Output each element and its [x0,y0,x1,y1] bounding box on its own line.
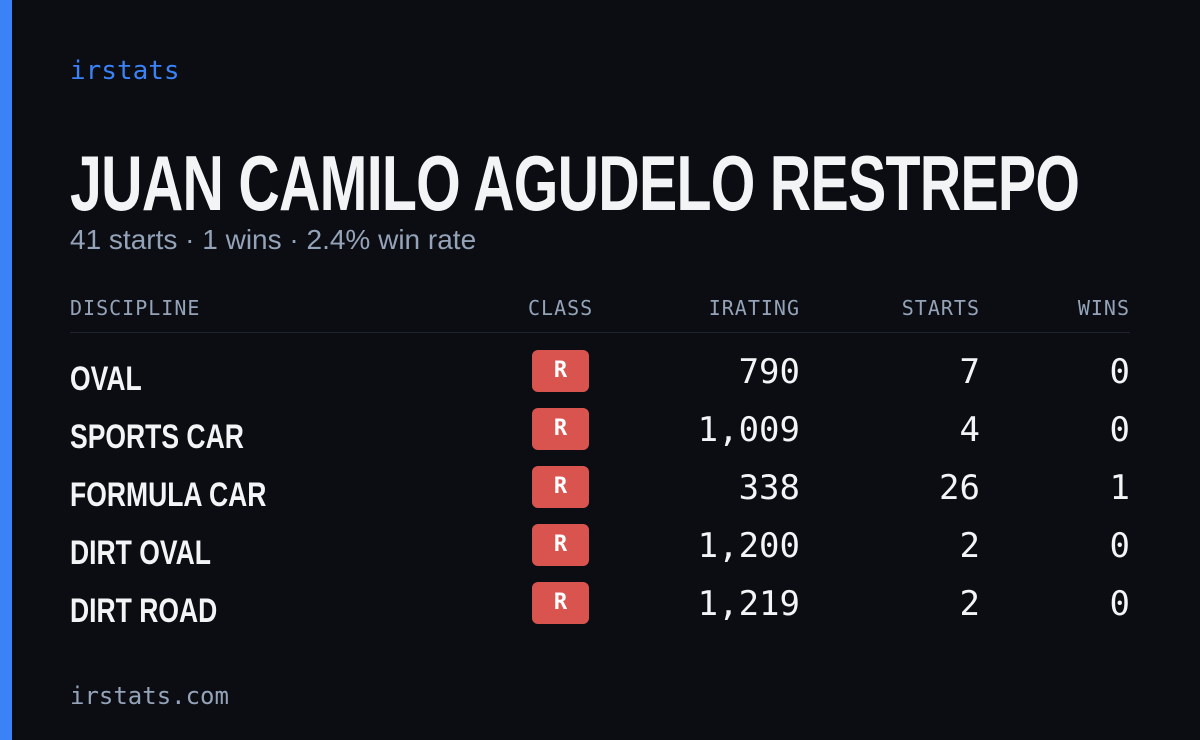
column-header: IRATING [708,296,800,320]
discipline: DIRT ROAD [70,592,218,630]
class-badge: R [532,582,589,624]
starts: 2 [959,584,980,624]
title: JUAN CAMILO AGUDELO RESTREPO [70,139,1080,227]
class-badge: R [532,350,589,392]
irating: 1,009 [697,410,800,450]
accent-bar [0,0,12,740]
column-header: DISCIPLINE [70,296,201,320]
subtitle: 41 starts · 1 wins · 2.4% win rate [70,224,477,255]
irating: 1,219 [697,584,800,624]
irating: 338 [738,468,800,508]
wins: 1 [1109,468,1130,508]
starts: 7 [959,352,980,392]
wins: 0 [1109,352,1130,392]
discipline: OVAL [70,360,142,398]
starts: 4 [959,410,980,450]
wins: 0 [1109,410,1130,450]
starts: 26 [939,468,980,508]
brand: irstats [70,56,180,86]
class-badge: R [532,524,589,566]
discipline: FORMULA CAR [70,476,267,514]
irating: 790 [738,352,800,392]
divider [70,332,1130,333]
column-header: CLASS [528,296,594,320]
discipline: SPORTS CAR [70,418,244,456]
wins: 0 [1109,526,1130,566]
discipline: DIRT OVAL [70,534,211,572]
irating: 1,200 [697,526,800,566]
starts: 2 [959,526,980,566]
column-header: STARTS [901,296,980,320]
column-header: WINS [1077,296,1130,320]
class-badge: R [532,466,589,508]
footer: irstats.com [70,682,229,710]
class-badge: R [532,408,589,450]
wins: 0 [1109,584,1130,624]
